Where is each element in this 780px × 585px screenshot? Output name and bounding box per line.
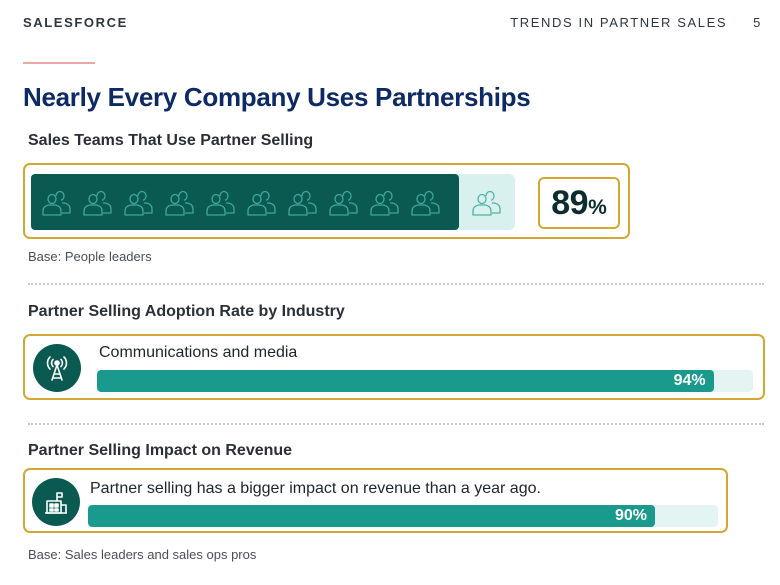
people-icon bbox=[470, 187, 504, 217]
adoption-bar-track: 94% bbox=[97, 370, 753, 392]
people-icon bbox=[122, 187, 156, 217]
header-right: TRENDS IN PARTNER SALES 5 bbox=[510, 15, 762, 30]
revenue-impact-label: Partner selling has a bigger impact on r… bbox=[90, 480, 541, 497]
section-title-partner-selling: Sales Teams That Use Partner Selling bbox=[28, 132, 314, 149]
revenue-bar-fill: 90% bbox=[88, 505, 655, 527]
people-icon bbox=[409, 187, 443, 217]
adoption-rate-card: Communications and media 94% bbox=[23, 334, 765, 400]
people-icon bbox=[163, 187, 197, 217]
icon-circle bbox=[33, 344, 81, 392]
header-section: TRENDS IN PARTNER SALES bbox=[510, 15, 728, 30]
people-icon bbox=[368, 187, 402, 217]
industry-label: Communications and media bbox=[99, 344, 298, 361]
people-icon bbox=[327, 187, 361, 217]
people-bar-remaining bbox=[459, 174, 515, 230]
building-icon bbox=[45, 492, 67, 514]
section-divider bbox=[28, 423, 764, 425]
people-icon bbox=[81, 187, 115, 217]
icon-circle bbox=[32, 478, 80, 526]
base-note-sales-leaders: Base: Sales leaders and sales ops pros bbox=[28, 547, 257, 562]
section-title-revenue-impact: Partner Selling Impact on Revenue bbox=[28, 442, 293, 459]
signal-tower-icon bbox=[46, 356, 68, 381]
accent-line bbox=[23, 62, 95, 64]
partner-selling-card: 89% bbox=[23, 163, 630, 239]
revenue-bar-track: 90% bbox=[88, 505, 718, 527]
page-title: Nearly Every Company Uses Partnerships bbox=[23, 82, 531, 112]
revenue-impact-card: Partner selling has a bigger impact on r… bbox=[23, 468, 728, 533]
revenue-bar-value: 90% bbox=[614, 507, 647, 524]
section-title-adoption-rate: Partner Selling Adoption Rate by Industr… bbox=[28, 303, 345, 320]
percentage-box: 89% bbox=[538, 177, 620, 229]
percentage-sign: % bbox=[588, 195, 607, 219]
page-number: 5 bbox=[753, 15, 762, 30]
adoption-bar-fill: 94% bbox=[97, 370, 714, 392]
people-icon bbox=[204, 187, 238, 217]
adoption-bar-value: 94% bbox=[673, 372, 706, 389]
header-brand: SALESFORCE bbox=[23, 15, 128, 30]
section-divider bbox=[28, 283, 764, 285]
people-icon bbox=[286, 187, 320, 217]
percentage-number: 89 bbox=[551, 183, 589, 222]
people-icon bbox=[40, 187, 74, 217]
people-icon bbox=[245, 187, 279, 217]
base-note-people-leaders: Base: People leaders bbox=[28, 249, 152, 264]
people-bar-filled bbox=[31, 174, 459, 230]
